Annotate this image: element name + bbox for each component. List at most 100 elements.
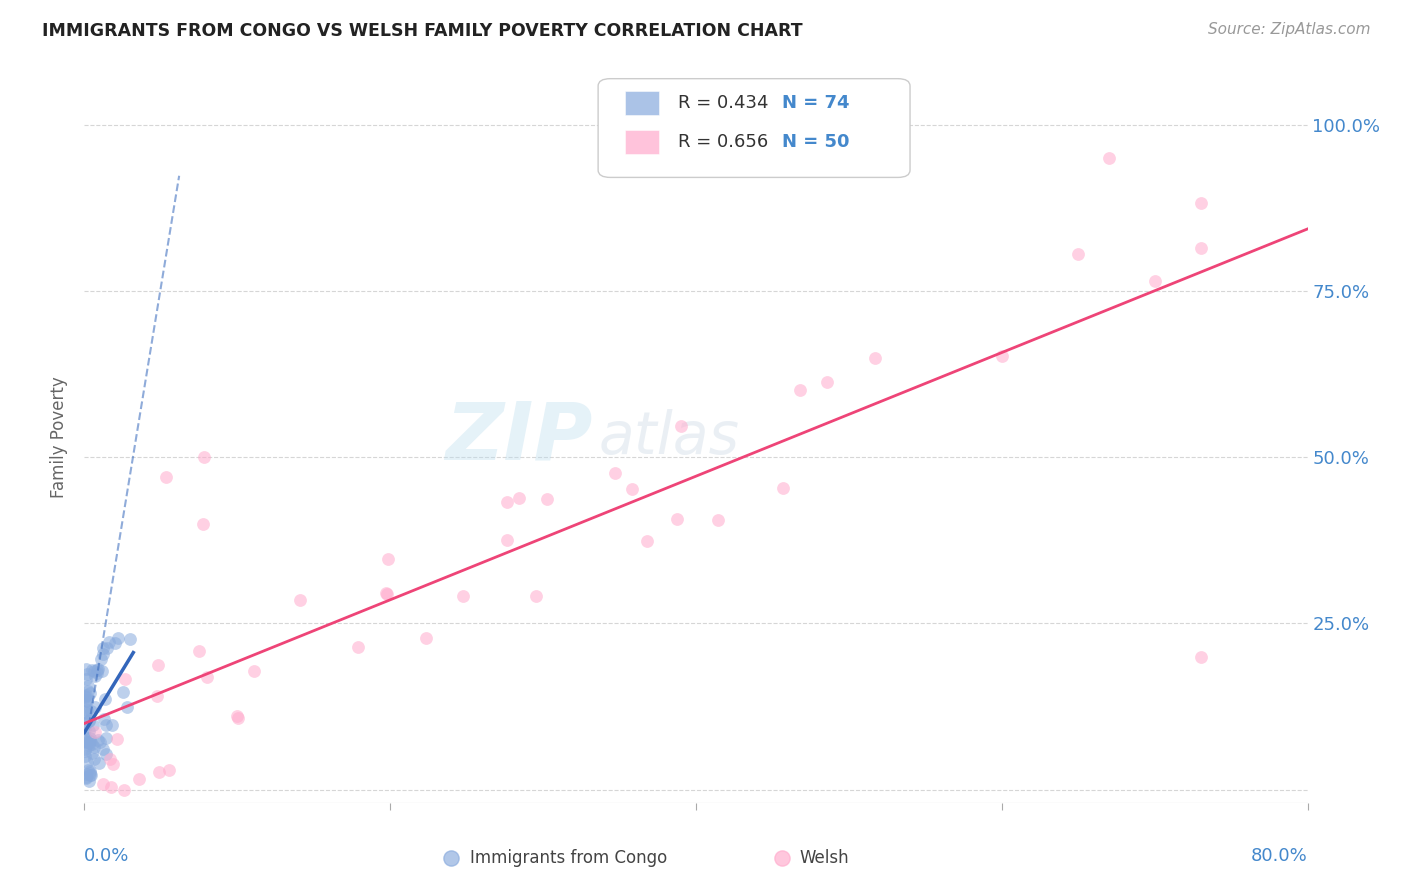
- Point: [80, 737, 103, 751]
- Point: [87, 756, 110, 770]
- Point: [75, 766, 97, 780]
- Text: Source: ZipAtlas.com: Source: ZipAtlas.com: [1208, 22, 1371, 37]
- Point: [496, 533, 519, 548]
- Text: Immigrants from Congo: Immigrants from Congo: [470, 848, 666, 867]
- Point: [91, 777, 114, 791]
- Point: [79, 734, 101, 748]
- Point: [76, 667, 98, 681]
- Point: [107, 631, 129, 645]
- Text: 80.0%: 80.0%: [1251, 847, 1308, 864]
- Point: [75, 730, 97, 744]
- Point: [772, 482, 794, 496]
- Point: [636, 534, 658, 549]
- Point: [79, 686, 101, 700]
- Point: [1098, 151, 1121, 165]
- Point: [347, 640, 370, 655]
- Point: [80, 663, 103, 677]
- Point: [77, 713, 100, 727]
- Point: [79, 731, 101, 745]
- Point: [84, 668, 107, 682]
- Point: [80, 704, 103, 718]
- Point: [94, 718, 117, 732]
- Point: [526, 589, 548, 603]
- Text: N = 74: N = 74: [782, 95, 849, 112]
- Point: [91, 742, 114, 756]
- Point: [75, 672, 97, 686]
- Point: [91, 647, 114, 661]
- Point: [188, 644, 211, 658]
- Point: [75, 662, 97, 676]
- Point: [115, 699, 138, 714]
- Text: Welsh: Welsh: [800, 848, 849, 867]
- Text: IMMIGRANTS FROM CONGO VS WELSH FAMILY POVERTY CORRELATION CHART: IMMIGRANTS FROM CONGO VS WELSH FAMILY PO…: [42, 22, 803, 40]
- Point: [104, 636, 127, 650]
- Point: [94, 692, 117, 706]
- Point: [991, 349, 1014, 363]
- Point: [193, 516, 215, 531]
- Point: [453, 589, 475, 603]
- Point: [111, 685, 134, 699]
- Point: [84, 700, 107, 714]
- Point: [155, 470, 177, 484]
- Point: [195, 670, 218, 684]
- Point: [77, 723, 100, 738]
- Point: [75, 705, 97, 719]
- Point: [145, 690, 167, 704]
- Point: [75, 742, 97, 756]
- Point: [225, 708, 247, 723]
- Point: [76, 735, 98, 749]
- Point: [120, 632, 142, 646]
- Text: R = 0.656: R = 0.656: [678, 133, 768, 151]
- Point: [87, 732, 110, 747]
- Point: [76, 679, 98, 693]
- Point: [1189, 196, 1212, 211]
- Point: [706, 513, 728, 527]
- Point: [415, 632, 437, 646]
- Point: [146, 657, 169, 672]
- Bar: [626, 130, 659, 154]
- Point: [76, 693, 98, 707]
- Point: [77, 774, 100, 789]
- Point: [288, 593, 311, 607]
- Point: [79, 764, 101, 779]
- Point: [77, 736, 100, 750]
- Point: [157, 763, 180, 777]
- Point: [377, 552, 399, 566]
- Text: N = 50: N = 50: [782, 133, 849, 151]
- Point: [82, 746, 104, 760]
- Point: [114, 672, 136, 686]
- Point: [605, 467, 627, 481]
- Text: atlas: atlas: [598, 409, 740, 466]
- Point: [75, 716, 97, 731]
- Text: R = 0.434: R = 0.434: [678, 95, 768, 112]
- Point: [536, 491, 558, 506]
- Point: [100, 780, 122, 794]
- Point: [75, 688, 97, 702]
- Point: [148, 765, 170, 780]
- Point: [101, 756, 124, 771]
- Bar: [626, 91, 659, 115]
- Point: [89, 735, 111, 749]
- Point: [75, 744, 97, 758]
- Point: [94, 747, 117, 761]
- Point: [77, 684, 100, 698]
- Point: [193, 450, 215, 464]
- Point: [75, 694, 97, 708]
- Point: [93, 712, 115, 726]
- Point: [90, 652, 112, 666]
- Point: [128, 772, 150, 786]
- Point: [94, 731, 117, 745]
- Point: [79, 766, 101, 780]
- Point: [86, 666, 108, 681]
- Point: [75, 706, 97, 720]
- Point: [76, 703, 98, 717]
- Point: [789, 383, 811, 397]
- Point: [86, 663, 108, 677]
- Point: [1189, 649, 1212, 664]
- Point: [112, 782, 135, 797]
- Point: [90, 664, 112, 678]
- Text: 0.0%: 0.0%: [84, 847, 129, 864]
- Point: [75, 748, 97, 763]
- Y-axis label: Family Poverty: Family Poverty: [51, 376, 69, 498]
- Text: ZIP: ZIP: [444, 398, 592, 476]
